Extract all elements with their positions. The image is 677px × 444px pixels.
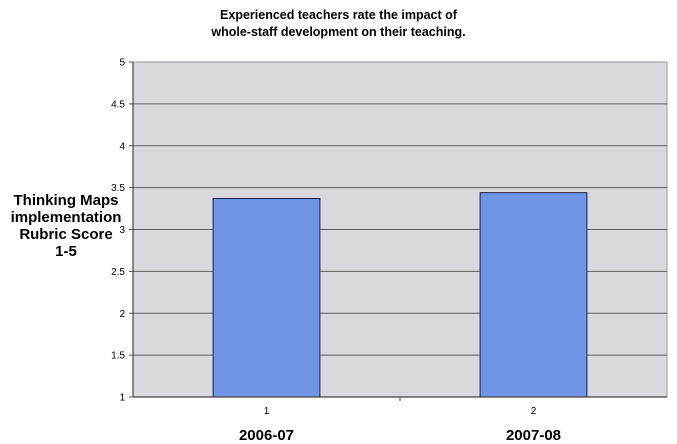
y-tick-label: 3: [119, 225, 125, 236]
y-tick-label: 1: [119, 393, 125, 404]
y-axis-label: Thinking Maps implementation Rubric Scor…: [2, 192, 130, 260]
y-tick-label: 2.5: [111, 267, 125, 278]
y-tick-label: 1.5: [111, 351, 125, 362]
y-tick-label: 4: [119, 141, 125, 152]
x-tick-label: 2: [531, 406, 537, 417]
chart-title-line-1: Experienced teachers rate the impact of: [220, 8, 457, 22]
bar-2006-07: [212, 198, 321, 398]
chart-title: Experienced teachers rate the impact of …: [0, 7, 677, 41]
y-tick-label: 3.5: [111, 183, 125, 194]
y-axis-label-line-4: 1-5: [55, 243, 77, 260]
chart-title-line-2: whole-staff development on their teachin…: [211, 25, 466, 39]
y-axis-label-line-2: implementation: [10, 209, 122, 226]
y-axis-label-line-1: Thinking Maps: [13, 192, 119, 209]
y-tick-label: 5: [119, 58, 125, 69]
x-category-label: 2006-07: [239, 427, 294, 444]
x-category-label: 2007-08: [506, 427, 561, 444]
bar-2007-08: [479, 192, 588, 398]
y-tick-label: 2: [119, 309, 125, 320]
x-tick-label: 1: [264, 406, 270, 417]
y-tick-label: 4.5: [111, 99, 125, 110]
y-axis-label-line-3: Rubric Score: [19, 226, 113, 243]
y-tick-labels: 1 1.5 2 2.5 3 3.5 4 4.5 5: [111, 58, 125, 404]
x-tick-labels: 1 2006-07 2 2007-08: [239, 397, 561, 444]
